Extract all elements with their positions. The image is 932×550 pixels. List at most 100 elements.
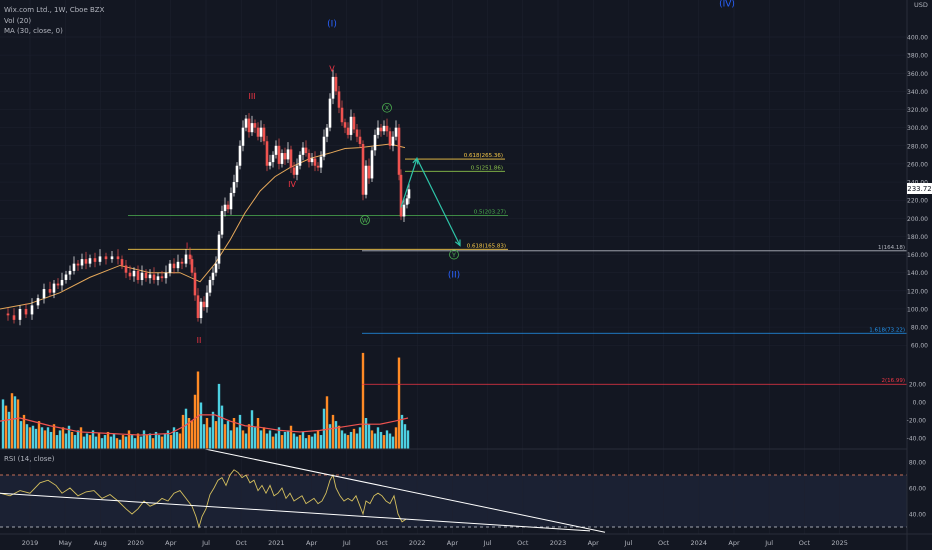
volume-bar	[133, 438, 137, 449]
candle-body	[229, 192, 233, 210]
volume-bar	[136, 433, 140, 449]
volume-bar	[55, 435, 59, 449]
price-tick-label: 100.00	[907, 306, 928, 313]
volume-bar	[400, 414, 404, 449]
volume-bar	[94, 436, 98, 449]
volume-bar	[100, 438, 104, 449]
volume-bar	[31, 425, 35, 449]
volume-indicator-title[interactable]: Vol (20)	[4, 16, 32, 25]
candle-body	[373, 134, 377, 151]
candle-body	[190, 259, 194, 273]
volume-bar	[4, 405, 8, 449]
rsi-indicator-title[interactable]: RSI (14, close)	[4, 455, 55, 463]
price-axis[interactable]: 400.00 380.00 360.00 340.00 320.00 300.00 280.…	[907, 35, 929, 519]
candle-body	[211, 272, 215, 280]
time-tick-label: Jul	[764, 539, 773, 547]
wave-label: Y	[451, 251, 456, 259]
candle-body	[88, 258, 92, 264]
volume-bar	[361, 352, 365, 449]
volume-bar	[25, 424, 29, 449]
time-axis[interactable]: 2019 May Aug 2020 Apr Jul Oct 2021 Apr Jul Oct 2022…	[22, 539, 848, 547]
time-tick-label: Apr	[447, 539, 459, 547]
volume-bar	[208, 427, 212, 449]
symbol-title[interactable]: Wix.com Ltd., 1W, Cboe BZX	[4, 6, 105, 14]
volume-bar	[148, 433, 152, 449]
candle-body	[364, 165, 368, 195]
volume-bar	[142, 430, 146, 449]
volume-bar	[265, 433, 269, 449]
candle-body	[349, 116, 353, 135]
volume-bar	[274, 433, 278, 449]
price-tick-label: 60.00	[911, 343, 928, 350]
volume-bar	[370, 430, 374, 449]
time-tick-label: Apr	[588, 539, 600, 547]
candle-body	[244, 118, 248, 128]
ma-indicator-title[interactable]: MA (30, close, 0)	[4, 27, 63, 35]
volume-bar	[241, 430, 245, 449]
volume-bar	[145, 435, 149, 449]
fib-label: 0.618(265.36)	[464, 153, 503, 159]
volume-bar	[124, 436, 128, 449]
volume-bar	[157, 435, 161, 449]
candle-body	[36, 298, 40, 306]
candle-body	[280, 153, 284, 164]
volume-bar	[37, 421, 41, 449]
volume-bar	[367, 424, 371, 449]
rsi-tick-label: 60.00	[909, 486, 926, 493]
price-tick-label: 360.00	[907, 71, 928, 78]
candle-body	[388, 131, 392, 146]
wave-label: III	[248, 92, 255, 101]
price-tick-label: 120.00	[907, 288, 928, 295]
candle-body	[316, 165, 320, 168]
volume-bar	[352, 428, 356, 449]
volume-bar	[187, 418, 191, 449]
candle-body	[172, 263, 176, 269]
time-tick-label: 2022	[409, 539, 426, 547]
candle-body	[140, 272, 144, 280]
price-tick-label: 220.00	[907, 198, 928, 205]
volume-bar	[175, 431, 179, 449]
candle-body	[361, 143, 365, 195]
last-price-tag: 233.72	[907, 183, 932, 194]
volume-bar	[397, 357, 401, 449]
volume-bar	[181, 414, 185, 449]
price-tick-label: 380.00	[907, 53, 928, 60]
volume-bar	[280, 435, 284, 449]
candle-body	[48, 289, 52, 293]
volume-bar	[337, 425, 341, 449]
volume-bar	[358, 427, 362, 449]
volume-bar	[28, 427, 32, 449]
volume-bar	[49, 431, 53, 449]
candle-body	[64, 274, 68, 280]
time-tick-label: 2023	[550, 539, 567, 547]
candle-body	[223, 204, 227, 212]
volume-bar	[355, 433, 359, 449]
candle-body	[286, 149, 290, 160]
candle-body	[304, 147, 308, 154]
candle-body	[164, 272, 168, 279]
candle-body	[93, 258, 97, 262]
time-tick-label: 2021	[268, 539, 285, 547]
wave-label-circle	[360, 215, 370, 226]
wave-label: V	[329, 65, 335, 74]
rsi-trendline-upper	[204, 448, 606, 533]
candle-body	[98, 256, 102, 262]
volume-bar	[166, 430, 170, 449]
candle-body	[214, 263, 218, 273]
candle-body	[340, 107, 344, 123]
volume-bar	[244, 433, 248, 449]
volume-bar	[43, 430, 47, 449]
volume-bar	[289, 425, 293, 449]
volume-bar	[379, 431, 383, 449]
candle-body	[52, 283, 56, 293]
volume-bar	[304, 438, 308, 449]
volume-bar	[160, 436, 164, 449]
candle-body	[238, 145, 242, 166]
volume-bar	[115, 438, 119, 449]
volume-bar	[226, 421, 230, 449]
candle-body	[376, 127, 380, 135]
volume-bar	[46, 427, 50, 449]
candle-body	[56, 283, 60, 286]
volume-bar	[301, 431, 305, 449]
